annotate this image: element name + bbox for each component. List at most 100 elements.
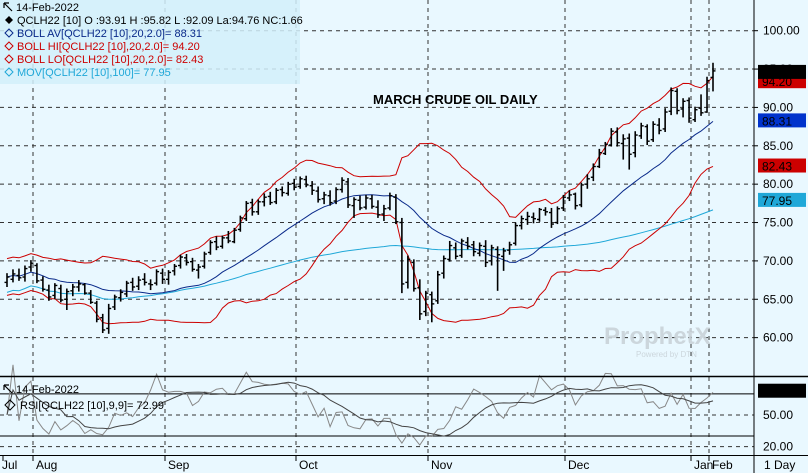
price-bar: [692, 106, 698, 123]
price-bar: [10, 269, 16, 283]
legend-label: BOLL HI[QCLH22 [10],20,2.0]= 94.20: [17, 41, 200, 53]
price-bar: [429, 291, 435, 323]
price-bar: [417, 279, 423, 320]
price-tick-label: 75.00: [763, 216, 793, 230]
price-bar: [662, 108, 668, 132]
price-bar: [273, 188, 279, 205]
month-label: Oct: [299, 458, 318, 472]
price-bar: [303, 175, 309, 188]
price-bar: [441, 255, 447, 279]
diamond-icon: [5, 16, 13, 24]
price-bar: [704, 76, 710, 113]
price-bar: [435, 270, 441, 304]
mov-line: [6, 209, 714, 300]
price-bar: [58, 284, 64, 303]
rsi-series: [6, 364, 714, 446]
price-bar: [375, 200, 381, 218]
price-bar: [351, 197, 357, 218]
price-bar: [28, 260, 34, 272]
rsi-tick-label: 50.00: [763, 408, 793, 422]
price-bar: [64, 288, 70, 311]
legend-label: MOV[QCLH22 [10],100]= 77.95: [17, 67, 171, 79]
price-bar: [698, 94, 704, 116]
price-bar: [465, 237, 471, 250]
price-bar: [34, 263, 40, 284]
price-bar: [112, 294, 118, 311]
price-bar: [572, 192, 578, 210]
diamond-icon: [4, 41, 14, 51]
price-bar: [327, 190, 333, 206]
price-bars: [4, 62, 716, 334]
price-bar: [207, 240, 213, 255]
price-bar: [195, 263, 201, 279]
rsi-label: RSI[QCLH22 [10],9,9]= 72.99: [20, 400, 164, 412]
boll-hi-line: [6, 76, 714, 269]
price-tick-label: 65.00: [763, 292, 793, 306]
month-label: Jul: [2, 458, 17, 472]
rsi-tick-labels: 50.00 20.00: [763, 408, 793, 454]
diamond-icon: [4, 28, 14, 38]
legend-item-boll-av[interactable]: BOLL AV[QCLH22 [10],20,2.0]= 88.31: [4, 28, 202, 40]
price-bar: [136, 276, 142, 291]
price-bar: [477, 242, 483, 257]
price-bar: [566, 190, 572, 202]
price-bar: [548, 207, 554, 228]
price-bar: [118, 289, 124, 302]
price-bar: [213, 236, 219, 251]
price-bar: [507, 241, 513, 255]
price-bar: [142, 273, 148, 286]
gridlines: [0, 0, 754, 455]
price-bar: [644, 124, 650, 146]
legend: QCLH22 [10] O :93.91 H :95.82 L :92.09 L…: [4, 15, 303, 79]
svg-text:72.99: 72.99: [762, 385, 792, 399]
price-bar: [76, 280, 82, 292]
price-bar: [686, 97, 692, 123]
price-bar: [160, 268, 166, 284]
price-bar: [495, 246, 501, 291]
price-bar: [369, 194, 375, 209]
price-bar: [536, 207, 542, 222]
price-bar: [584, 174, 590, 189]
legend-item-boll-hi[interactable]: BOLL HI[QCLH22 [10],20,2.0]= 94.20: [4, 41, 200, 53]
price-tick-label: 60.00: [763, 331, 793, 345]
legend-item-mov[interactable]: MOV[QCLH22 [10],100]= 77.95: [4, 67, 171, 79]
rsi-tick-label: 20.00: [763, 440, 793, 454]
price-bar: [554, 206, 560, 225]
price-bar: [178, 254, 184, 269]
price-tick-label: 70.00: [763, 254, 793, 268]
price-bar: [52, 283, 58, 300]
price-bar: [4, 273, 10, 287]
price-bar: [542, 207, 548, 216]
price-bar: [154, 269, 160, 286]
svg-text:82.43: 82.43: [762, 160, 792, 174]
watermark-name: ProphetX: [604, 323, 711, 350]
month-label: Aug: [36, 458, 57, 472]
price-bar: [626, 133, 632, 170]
price-bar: [489, 244, 495, 266]
svg-text:88.31: 88.31: [762, 114, 792, 128]
price-bar: [106, 303, 112, 334]
last-price-tag: 94.76: [758, 64, 806, 80]
price-bar: [88, 290, 94, 304]
price-bar: [387, 192, 393, 211]
price-bar: [285, 181, 291, 196]
collapse-arrow-icon[interactable]: [3, 2, 13, 12]
rsi-date: 14-Feb-2022: [16, 384, 79, 396]
price-tick-labels: 100.0095.0090.0085.0080.0075.0070.0065.0…: [754, 24, 800, 345]
price-bar: [255, 199, 261, 215]
price-bar: [166, 270, 172, 285]
rsi-line: [6, 364, 714, 446]
price-bar: [82, 283, 88, 295]
rsi-collapse-arrow-icon[interactable]: [3, 384, 13, 394]
watermark-sub: Powered by DTN: [636, 350, 697, 359]
price-bar: [201, 251, 207, 269]
period-label[interactable]: 1 Day: [764, 458, 795, 472]
legend-item-price[interactable]: QCLH22 [10] O :93.91 H :95.82 L :92.09 L…: [5, 15, 303, 27]
price-bar: [674, 88, 680, 115]
legend-item-boll-lo[interactable]: BOLL LO[QCLH22 [10],20,2.0]= 82.43: [4, 54, 203, 66]
diamond-icon: [4, 54, 14, 64]
price-bar: [608, 128, 614, 147]
indicator-lines: [6, 76, 714, 325]
